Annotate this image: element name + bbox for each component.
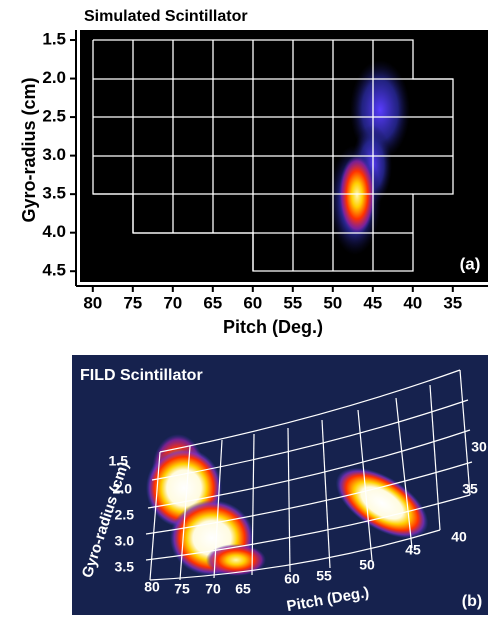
y-tick-label: 1.5 bbox=[42, 30, 66, 49]
x-tick-label: 35 bbox=[462, 481, 478, 497]
x-tick-label: 65 bbox=[235, 581, 251, 597]
y-tick-label: 4.0 bbox=[42, 222, 66, 241]
chart-title: FILD Scintillator bbox=[80, 367, 203, 384]
chart-title: Simulated Scintillator bbox=[84, 8, 248, 25]
x-tick-label: 65 bbox=[203, 293, 222, 312]
x-tick-label: 35 bbox=[443, 293, 462, 312]
x-tick-label: 55 bbox=[283, 293, 302, 312]
photo bbox=[72, 355, 488, 615]
x-tick-label: 60 bbox=[243, 293, 262, 312]
x-tick-label: 50 bbox=[323, 293, 342, 312]
x-tick-label: 70 bbox=[163, 293, 182, 312]
x-tick-label: 45 bbox=[405, 542, 421, 558]
y-tick-label: 2.0 bbox=[113, 481, 133, 497]
panel-label: (b) bbox=[462, 593, 482, 610]
y-tick-label: 3.0 bbox=[42, 145, 66, 164]
x-tick-label: 80 bbox=[83, 293, 102, 312]
y-tick-label: 2.5 bbox=[115, 507, 135, 523]
simulated-signal bbox=[329, 60, 410, 255]
y-tick-label: 1.5 bbox=[109, 453, 129, 469]
x-tick-label: 30 bbox=[471, 439, 487, 455]
x-tick-label: 75 bbox=[174, 581, 190, 597]
y-tick-label: 3.0 bbox=[115, 533, 135, 549]
x-tick-label: 70 bbox=[205, 581, 221, 597]
x-tick-label: 75 bbox=[123, 293, 142, 312]
y-tick-label: 4.5 bbox=[42, 261, 66, 280]
x-axis-label: Pitch (Deg.) bbox=[223, 317, 323, 337]
x-tick-label: 50 bbox=[359, 557, 375, 573]
x-tick-label: 40 bbox=[403, 293, 422, 312]
y-tick-label: 2.0 bbox=[42, 68, 66, 87]
x-tick-label: 55 bbox=[316, 568, 332, 584]
strike-map bbox=[92, 39, 454, 272]
y-tick-label: 2.5 bbox=[42, 107, 66, 126]
x-tick-label: 40 bbox=[451, 529, 467, 545]
y-axis-label: Gyro-radius (cm) bbox=[19, 77, 39, 222]
y-tick-label: 3.5 bbox=[42, 184, 66, 203]
x-tick-label: 45 bbox=[363, 293, 382, 312]
strike-map-projection bbox=[145, 369, 473, 581]
x-tick-label: 80 bbox=[144, 579, 160, 595]
y-tick-label: 3.5 bbox=[115, 559, 135, 575]
x-tick-label: 60 bbox=[284, 571, 300, 587]
panel-label: (a) bbox=[460, 254, 481, 273]
